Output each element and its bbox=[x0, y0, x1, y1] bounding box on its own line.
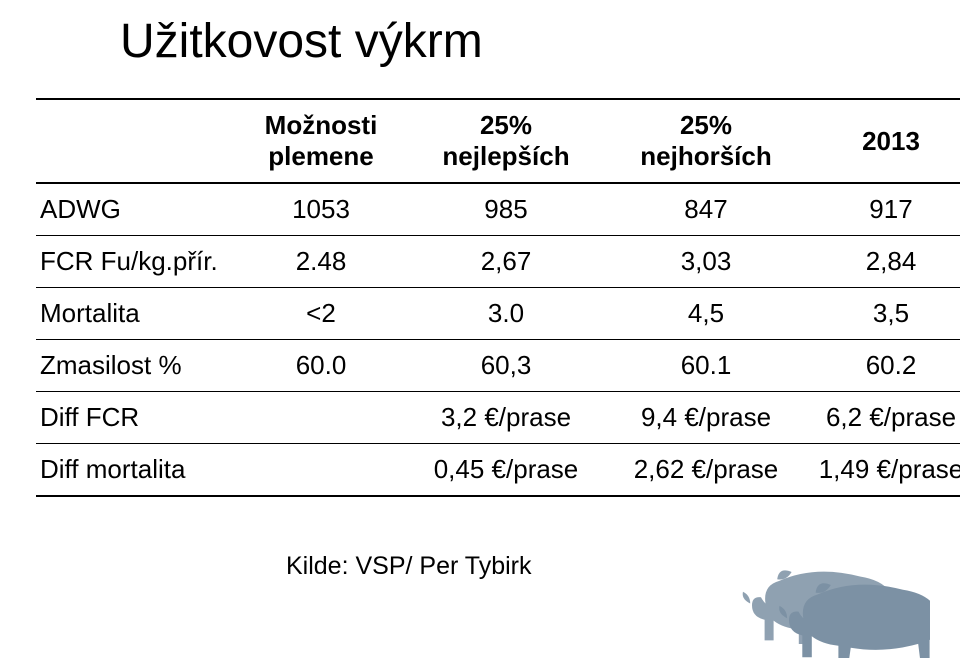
header-empty bbox=[36, 99, 236, 183]
table-header-row: Možnosti plemene 25% nejlepších 25% nejh… bbox=[36, 99, 960, 183]
slide: Užitkovost výkrm Možnosti plemene 25% ne… bbox=[0, 0, 960, 672]
cell: 2,84 bbox=[806, 236, 960, 288]
cell: 1,49 €/prase bbox=[806, 444, 960, 497]
row-label: ADWG bbox=[36, 183, 236, 236]
cell: <2 bbox=[236, 288, 406, 340]
row-label: Diff mortalita bbox=[36, 444, 236, 497]
cell: 847 bbox=[606, 183, 806, 236]
header-moznosti: Možnosti plemene bbox=[236, 99, 406, 183]
cell: 2.48 bbox=[236, 236, 406, 288]
cell: 60.0 bbox=[236, 340, 406, 392]
cell: 60.1 bbox=[606, 340, 806, 392]
header-year: 2013 bbox=[806, 99, 960, 183]
row-label: Diff FCR bbox=[36, 392, 236, 444]
table-row: Mortalita <2 3.0 4,5 3,5 bbox=[36, 288, 960, 340]
data-table-container: Možnosti plemene 25% nejlepších 25% nejh… bbox=[36, 98, 924, 497]
header-nejhorsich: 25% nejhorších bbox=[606, 99, 806, 183]
cell: 2,62 €/prase bbox=[606, 444, 806, 497]
table-row: Zmasilost % 60.0 60,3 60.1 60.2 bbox=[36, 340, 960, 392]
cell: 4,5 bbox=[606, 288, 806, 340]
row-label: Mortalita bbox=[36, 288, 236, 340]
page-title: Užitkovost výkrm bbox=[120, 14, 483, 69]
cell: 0,45 €/prase bbox=[406, 444, 606, 497]
table-row: Diff mortalita 0,45 €/prase 2,62 €/prase… bbox=[36, 444, 960, 497]
cell: 917 bbox=[806, 183, 960, 236]
row-label: Zmasilost % bbox=[36, 340, 236, 392]
cell: 3,03 bbox=[606, 236, 806, 288]
cell: 985 bbox=[406, 183, 606, 236]
cell: 60,3 bbox=[406, 340, 606, 392]
cell: 3,2 €/prase bbox=[406, 392, 606, 444]
cell: 1053 bbox=[236, 183, 406, 236]
cell: 3,5 bbox=[806, 288, 960, 340]
cell bbox=[236, 392, 406, 444]
cell: 60.2 bbox=[806, 340, 960, 392]
cell bbox=[236, 444, 406, 497]
cell: 3.0 bbox=[406, 288, 606, 340]
row-label: FCR Fu/kg.přír. bbox=[36, 236, 236, 288]
cell: 9,4 €/prase bbox=[606, 392, 806, 444]
data-table: Možnosti plemene 25% nejlepších 25% nejh… bbox=[36, 98, 960, 497]
table-row: FCR Fu/kg.přír. 2.48 2,67 3,03 2,84 bbox=[36, 236, 960, 288]
source-label: Kilde: VSP/ Per Tybirk bbox=[286, 552, 531, 581]
table-row: ADWG 1053 985 847 917 bbox=[36, 183, 960, 236]
cell: 6,2 €/prase bbox=[806, 392, 960, 444]
header-nejlepsich: 25% nejlepších bbox=[406, 99, 606, 183]
pig-icon bbox=[730, 548, 930, 658]
cell: 2,67 bbox=[406, 236, 606, 288]
table-row: Diff FCR 3,2 €/prase 9,4 €/prase 6,2 €/p… bbox=[36, 392, 960, 444]
